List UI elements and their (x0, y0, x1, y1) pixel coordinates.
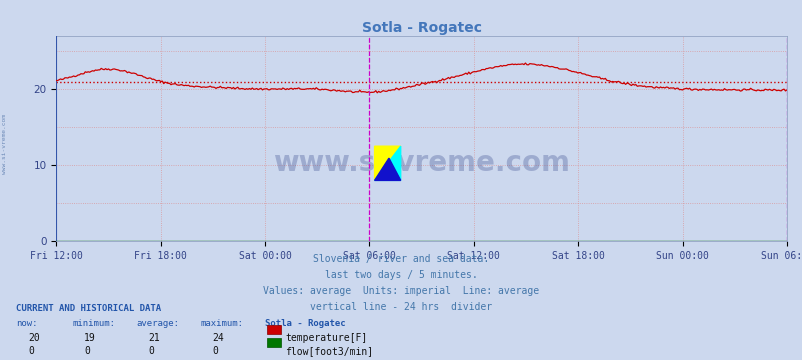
Text: 19: 19 (84, 333, 96, 343)
Text: temperature[F]: temperature[F] (285, 333, 367, 343)
Text: flow[foot3/min]: flow[foot3/min] (285, 346, 373, 356)
Text: Values: average  Units: imperial  Line: average: Values: average Units: imperial Line: av… (263, 286, 539, 296)
Text: 21: 21 (148, 333, 160, 343)
Text: CURRENT AND HISTORICAL DATA: CURRENT AND HISTORICAL DATA (16, 304, 161, 313)
Text: Slovenia / river and sea data.: Slovenia / river and sea data. (313, 254, 489, 264)
Text: last two days / 5 minutes.: last two days / 5 minutes. (325, 270, 477, 280)
Text: now:: now: (16, 319, 38, 328)
Text: 20: 20 (28, 333, 40, 343)
Polygon shape (374, 146, 400, 180)
Text: 0: 0 (84, 346, 90, 356)
Text: 0: 0 (213, 346, 218, 356)
Text: minimum:: minimum: (72, 319, 115, 328)
Text: vertical line - 24 hrs  divider: vertical line - 24 hrs divider (310, 302, 492, 312)
Title: Sotla - Rogatec: Sotla - Rogatec (361, 21, 481, 35)
Text: www.si-vreme.com: www.si-vreme.com (2, 114, 6, 174)
Polygon shape (374, 158, 400, 180)
Text: maximum:: maximum: (200, 319, 244, 328)
Polygon shape (374, 146, 400, 180)
Text: 0: 0 (148, 346, 154, 356)
Text: 24: 24 (213, 333, 225, 343)
Text: Sotla - Rogatec: Sotla - Rogatec (265, 319, 345, 328)
Text: www.si-vreme.com: www.si-vreme.com (273, 149, 569, 177)
Text: 0: 0 (28, 346, 34, 356)
Text: average:: average: (136, 319, 180, 328)
